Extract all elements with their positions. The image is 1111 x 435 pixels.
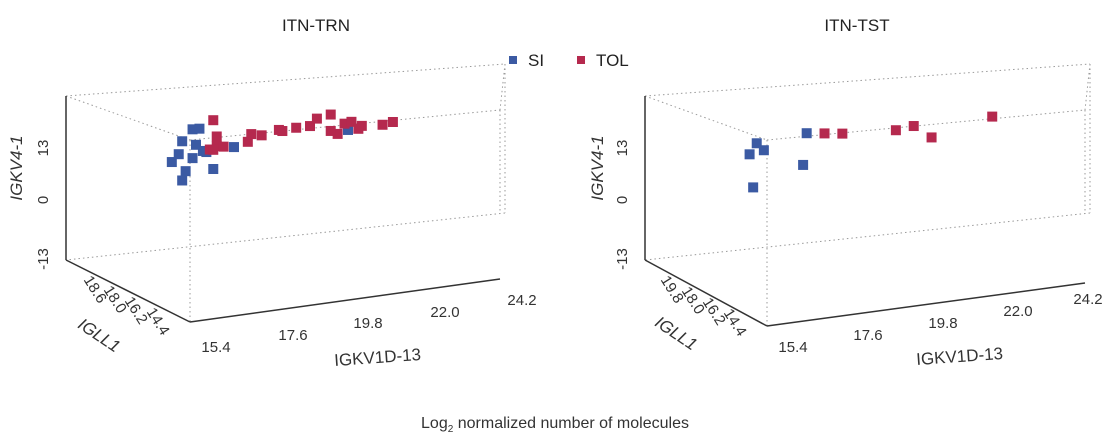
scatter-point-tol <box>211 131 222 142</box>
x-tick-label: 24.2 <box>1073 291 1102 308</box>
scatter-point-si <box>194 123 205 134</box>
y-tick-label: 13 <box>614 140 631 157</box>
x-tick-label: 24.2 <box>507 292 536 309</box>
scatter-point-si <box>798 159 809 170</box>
scatter-point-si <box>173 149 184 160</box>
x-axis-title: IGKV1D-13 <box>916 344 1004 369</box>
scatter-point-tol <box>305 121 315 132</box>
scatter-points <box>744 111 998 193</box>
x-tick-label: 22.0 <box>430 304 459 321</box>
y-tick-label: -13 <box>614 248 631 270</box>
x-tick-label: 17.6 <box>278 327 307 344</box>
box-edges <box>65 63 506 322</box>
scatter-point-si <box>187 124 198 135</box>
scatter-point-tol <box>346 116 357 127</box>
scatter-point-tol <box>908 121 919 132</box>
scatter-point-tol <box>246 129 257 140</box>
x-tick-label: 19.8 <box>353 315 382 332</box>
scatter-point-tol <box>819 128 830 139</box>
box-edges <box>644 63 1091 326</box>
panel-title: ITN-TST <box>824 16 889 35</box>
y-tick-label: 0 <box>35 196 52 204</box>
z-tick-label: 14.4 <box>720 306 750 340</box>
z-axis-line <box>65 259 191 323</box>
legend-label: TOL <box>596 51 629 70</box>
x-axis-line <box>189 278 501 323</box>
caption-log: Log <box>421 415 448 432</box>
scatter-point-si <box>177 136 188 147</box>
x-axis-title: IGKV1D-13 <box>334 345 422 370</box>
scatter-point-si <box>177 175 188 186</box>
scatter-point-tol <box>339 118 350 129</box>
scatter-point-tol <box>353 123 364 134</box>
y-axis-title: IGKV4-1 <box>7 135 26 200</box>
scatter-point-si <box>191 139 201 150</box>
scatter-point-tol <box>242 136 253 147</box>
figure-caption: Log2 normalized number of molecules <box>421 415 689 435</box>
scatter-point-tol <box>325 109 336 120</box>
scatter-point-tol <box>926 132 937 143</box>
scatter-point-si <box>187 153 198 164</box>
scatter-point-tol <box>332 128 343 139</box>
scatter-point-si <box>751 138 762 149</box>
x-tick-label: 22.0 <box>1003 303 1032 320</box>
x-tick-label: 15.4 <box>201 339 230 356</box>
caption-rest: normalized number of molecules <box>453 415 689 432</box>
panel-itn-trn: ITN-TRN 15.4 17.6 19.8 22.0 24.2 IGKV1D-… <box>7 16 537 370</box>
z-axis-title: IGLL1 <box>75 315 124 357</box>
x-axis-line <box>766 282 1086 327</box>
scatter-point-si <box>744 149 755 160</box>
z-axis-title: IGLL1 <box>652 313 701 355</box>
legend-swatch <box>509 56 517 64</box>
scatter-point-si <box>180 166 191 177</box>
z-tick-label: 14.4 <box>143 305 173 339</box>
x-tick-label: 19.8 <box>928 315 957 332</box>
y-tick-label: 0 <box>614 196 631 204</box>
scatter-point-si <box>343 124 353 135</box>
scatter-point-tol <box>987 111 998 122</box>
legend: SI TOL <box>509 51 629 70</box>
scatter-point-tol <box>377 119 388 130</box>
scatter-point-si <box>801 128 812 139</box>
scatter-point-si <box>166 157 177 168</box>
y-axis-title: IGKV4-1 <box>588 135 607 200</box>
scatter-point-tol <box>311 113 322 124</box>
scatter-point-tol <box>837 128 848 139</box>
scatter-point-tol <box>325 125 336 136</box>
scatter-point-tol <box>277 126 288 137</box>
scatter-point-si <box>748 182 759 193</box>
scatter-point-tol <box>218 141 229 152</box>
legend-item-si: SI <box>509 51 544 70</box>
caption-subscript: 2 <box>448 424 454 435</box>
legend-swatch <box>577 56 585 64</box>
scatter-point-tol <box>291 122 302 133</box>
y-tick-label: 13 <box>35 140 52 157</box>
scatter-point-tol <box>208 115 219 126</box>
scatter-point-tol <box>890 125 901 136</box>
scatter-point-tol <box>256 130 267 141</box>
y-tick-label: -13 <box>35 248 52 270</box>
panel-itn-tst: ITN-TST 15.4 17.6 19.8 22.0 24.2 IGKV1D-… <box>588 16 1103 369</box>
x-tick-label: 17.6 <box>853 327 882 344</box>
legend-item-tol: TOL <box>577 51 629 70</box>
panel-title: ITN-TRN <box>282 16 350 35</box>
x-tick-label: 15.4 <box>778 339 807 356</box>
scatter-point-si <box>229 142 239 153</box>
scatter-point-tol <box>387 116 398 127</box>
z-axis-line <box>644 259 768 327</box>
scatter-point-tol <box>208 144 219 155</box>
scatter-point-si <box>208 164 219 175</box>
legend-label: SI <box>528 51 544 70</box>
scatter-point-si <box>758 145 769 156</box>
scatter-points <box>166 109 398 186</box>
